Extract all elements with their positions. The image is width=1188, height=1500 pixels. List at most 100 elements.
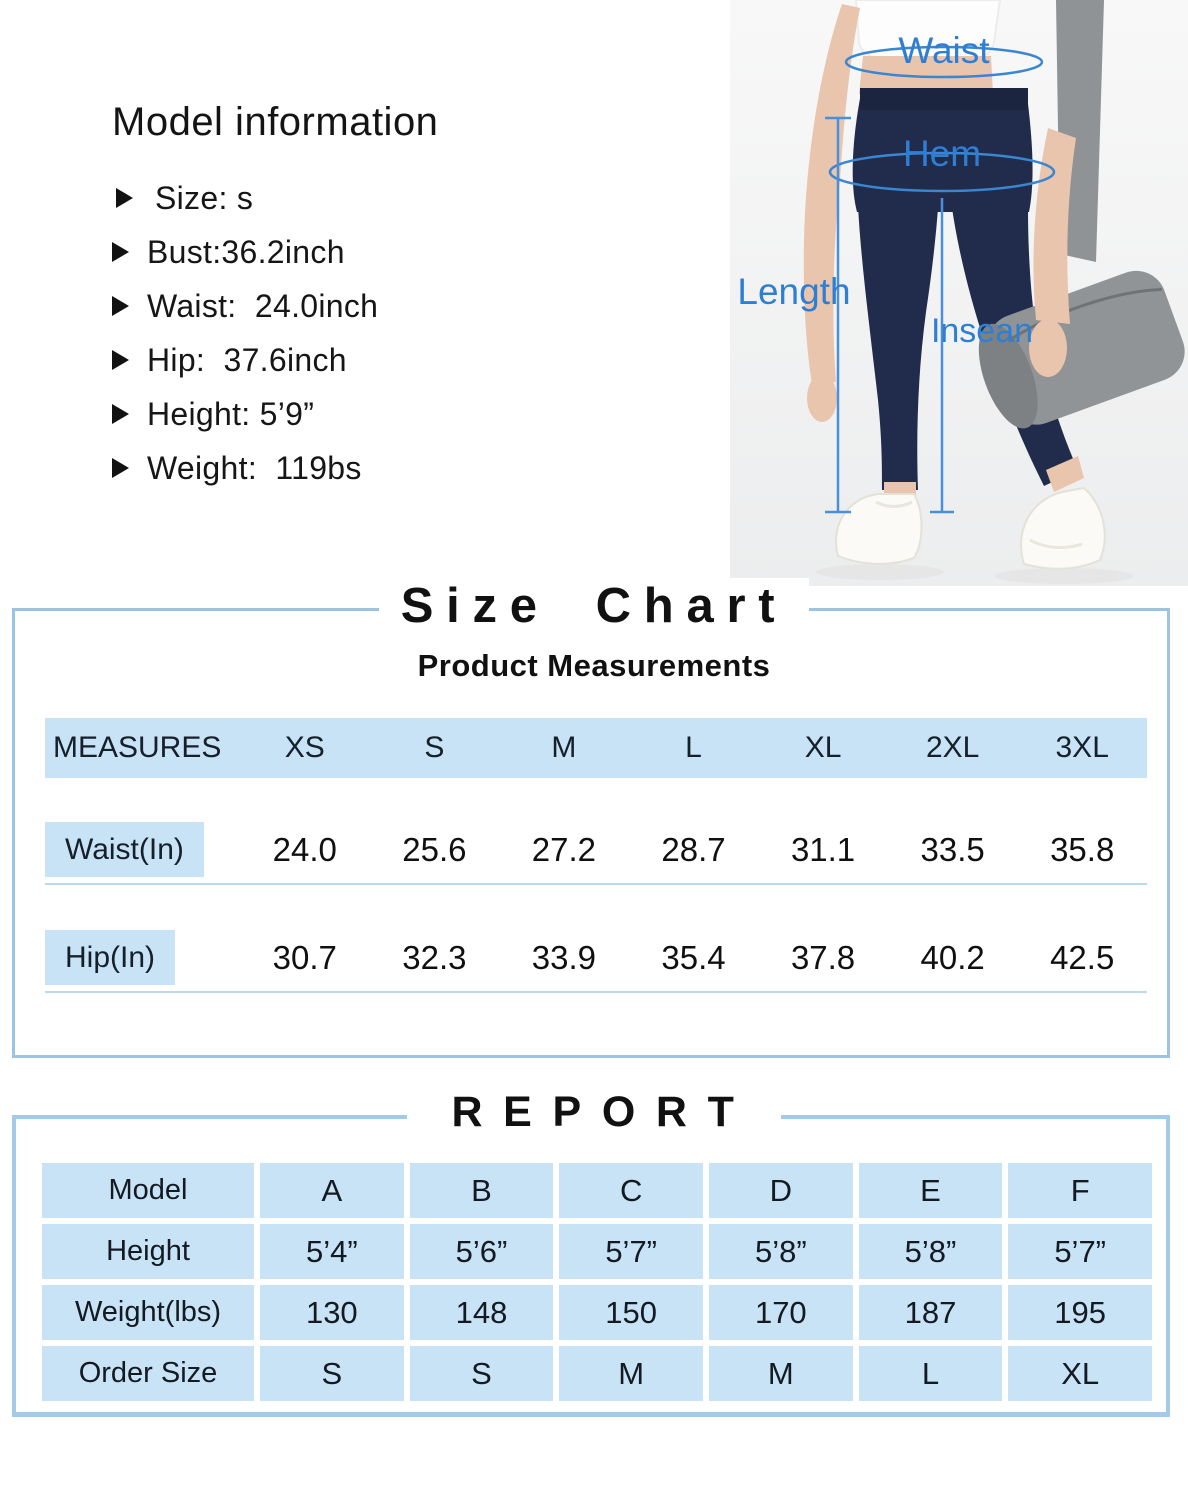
right-ankle [1046, 456, 1084, 492]
right-hand [1029, 319, 1067, 377]
waist-value: 25.6 [402, 831, 467, 868]
hip-value: 37.8 [790, 939, 856, 976]
report-height-value: 5’7” [559, 1224, 703, 1279]
model-info-section: Model information Size: s Bust:36.2inch … [112, 100, 438, 495]
report-height-value: 5’8” [858, 1224, 1003, 1279]
report-order-size-value: M [709, 1346, 853, 1401]
waist-measure-ellipse [844, 45, 1044, 79]
hip-value: 33.9 [531, 939, 597, 976]
model-photo: Waist Hem Length Insean [730, 0, 1188, 586]
model-info-item-height: Height: 5’9” [112, 387, 438, 441]
model-info-item-label: Waist: 24.0inch [147, 287, 379, 324]
waist-value: 33.5 [920, 831, 985, 868]
report-row-label: Order Size [42, 1346, 254, 1401]
right-arm [1033, 128, 1076, 324]
model-info-item-hip: Hip: 37.6inch [112, 333, 438, 387]
size-chart-header-cell: S [424, 731, 445, 764]
left-shoe [835, 493, 923, 565]
report-order-size-value: L [858, 1346, 1003, 1401]
arrow-bullet-icon [112, 350, 129, 370]
model-info-item-label: Hip: 37.6inch [147, 341, 347, 378]
inseam-measure-label: Insean [931, 312, 1033, 350]
report-weight-value: 187 [858, 1285, 1003, 1340]
report-order-size-value: S [409, 1346, 554, 1401]
model-photo-illustration: Waist Hem Length Insean [730, 0, 1188, 586]
size-chart-header-cell: 2XL [925, 731, 980, 764]
report-model-value: A [260, 1163, 404, 1218]
midriff [859, 56, 993, 94]
report-box: Model A B C D E F Height 5’4” 5’6” 5’7” … [12, 1115, 1170, 1417]
report-model-value: D [709, 1163, 853, 1218]
shoe-shadow [994, 568, 1134, 584]
model-info-item-bust: Bust:36.2inch [112, 225, 438, 279]
model-info-item-label: Size: s [155, 179, 254, 216]
hem-measure-label: Hem [903, 133, 981, 174]
leggings-hip [852, 88, 1033, 212]
row-label: Hip(In) [45, 930, 176, 985]
report-weight-value: 130 [260, 1285, 404, 1340]
leggings-waistband [860, 88, 1028, 110]
model-info-item-waist: Waist: 24.0inch [112, 279, 438, 333]
report-weight-value: 150 [559, 1285, 703, 1340]
model-info-item-label: Weight: 119bs [147, 449, 362, 486]
size-chart-header-row: MEASURES XS S M L XL 2XL 3XL [45, 718, 1147, 778]
report-order-size-value: XL [1008, 1346, 1152, 1401]
waist-measure-label: Waist [898, 30, 990, 71]
report-row-label: Weight(lbs) [42, 1285, 254, 1340]
shoe-shadow [816, 564, 944, 580]
leggings-left-leg [858, 206, 938, 490]
size-chart-title: Size Chart [0, 578, 1188, 634]
arrow-bullet-icon [112, 242, 129, 262]
model-info-title: Model information [112, 100, 439, 144]
arrow-bullet-icon [116, 188, 133, 208]
report-table: Model A B C D E F Height 5’4” 5’6” 5’7” … [42, 1163, 1152, 1401]
hip-value: 35.4 [661, 939, 726, 976]
report-model-value: F [1008, 1163, 1152, 1218]
hip-value: 30.7 [272, 939, 337, 976]
gym-bag-endcap [978, 323, 1038, 429]
hem-measure-ellipse [828, 151, 1056, 193]
report-height-value: 5’6” [409, 1224, 554, 1279]
arrow-bullet-icon [112, 296, 129, 316]
length-measure-label: Length [737, 271, 850, 312]
size-chart-header-cell: XS [284, 731, 325, 764]
shoe-laces [875, 500, 1083, 549]
inseam-measure-line [930, 198, 954, 514]
report-order-size-value: S [260, 1346, 404, 1401]
size-chart-header-cell: L [685, 731, 702, 764]
left-hand [807, 374, 837, 422]
size-chart-header-cell: XL [804, 731, 842, 764]
row-label: Waist(In) [45, 822, 204, 877]
model-info-item-weight: Weight: 119bs [112, 441, 438, 495]
report-model-value: C [559, 1163, 703, 1218]
size-chart-header-cell: MEASURES [53, 731, 222, 764]
gym-bag-zipper [1007, 287, 1162, 343]
report-height-value: 5’4” [260, 1224, 404, 1279]
waist-value: 27.2 [531, 831, 597, 868]
size-chart-waist-row: Waist(In) 24.0 25.6 27.2 28.7 31.1 33.5 … [45, 817, 1147, 885]
report-model-value: B [409, 1163, 554, 1218]
report-row-label: Model [42, 1163, 254, 1218]
size-chart-hip-row: Hip(In) 30.7 32.3 33.9 35.4 37.8 40.2 42… [45, 925, 1147, 993]
report-model-value: E [858, 1163, 1003, 1218]
report-height-value: 5’7” [1008, 1224, 1152, 1279]
waist-value: 28.7 [661, 831, 726, 868]
model-info-item-label: Height: 5’9” [147, 395, 315, 432]
right-shoe [1020, 486, 1106, 570]
size-chart-header-cell: 3XL [1055, 731, 1109, 764]
waist-value: 24.0 [272, 831, 337, 868]
size-chart-header-cell: M [551, 731, 577, 764]
left-arm [803, 4, 860, 384]
hip-value: 42.5 [1050, 939, 1115, 976]
size-chart-subtitle: Product Measurements [417, 648, 771, 683]
hip-value: 32.3 [402, 939, 467, 976]
hip-value: 40.2 [920, 939, 985, 976]
report-row-label: Height [42, 1224, 254, 1279]
report-weight-value: 148 [409, 1285, 554, 1340]
model-info-item-label: Bust:36.2inch [147, 233, 345, 270]
report-weight-value: 195 [1008, 1285, 1152, 1340]
waist-value: 35.8 [1050, 831, 1115, 868]
report-weight-value: 170 [709, 1285, 853, 1340]
report-title: REPORT [0, 1088, 1188, 1137]
